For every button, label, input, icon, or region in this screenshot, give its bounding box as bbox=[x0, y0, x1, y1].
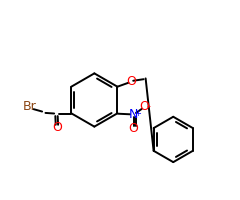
Text: O: O bbox=[139, 100, 149, 113]
Text: +: + bbox=[134, 109, 141, 118]
Text: O: O bbox=[126, 75, 136, 88]
Text: Br: Br bbox=[22, 100, 36, 113]
Text: O: O bbox=[129, 122, 138, 135]
Text: -: - bbox=[147, 101, 151, 111]
Text: N: N bbox=[129, 108, 138, 121]
Text: O: O bbox=[52, 121, 62, 134]
